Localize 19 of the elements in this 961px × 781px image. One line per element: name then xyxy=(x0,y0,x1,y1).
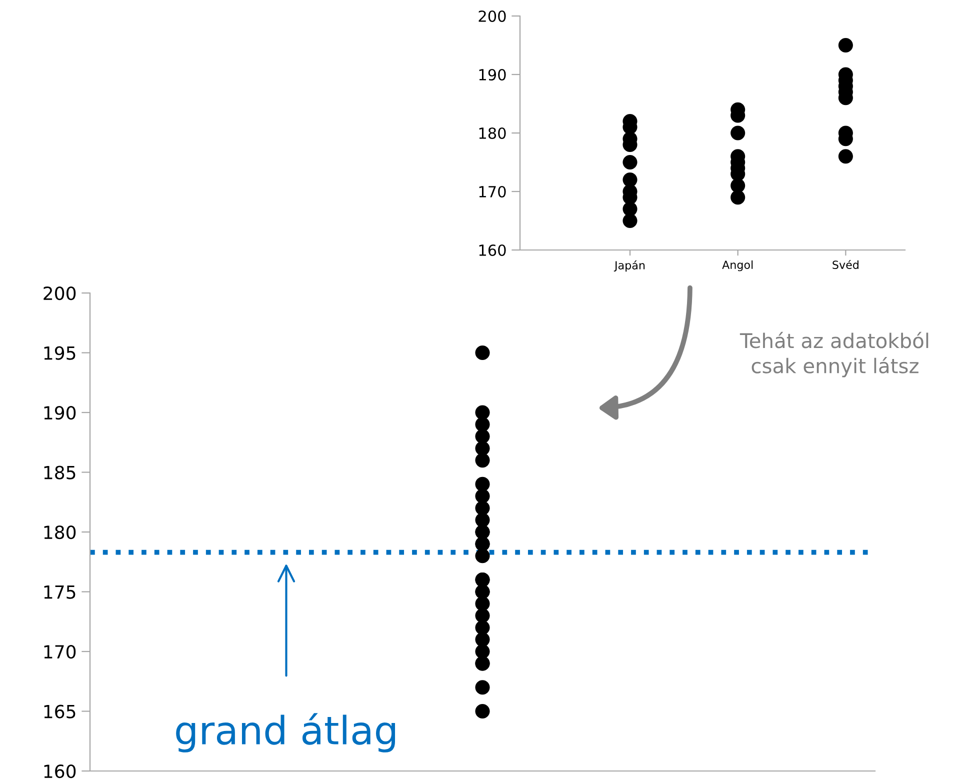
y-tick-label: 180 xyxy=(479,127,506,140)
y-tick-label: 180 xyxy=(44,525,76,540)
y-tick-label: 160 xyxy=(479,244,506,256)
x-tick-label: Angol xyxy=(722,260,753,272)
y-tick-label: 170 xyxy=(479,186,506,198)
y-tick-label: 195 xyxy=(44,346,76,360)
y-tick-label: 175 xyxy=(44,585,76,599)
y-tick-label: 160 xyxy=(44,764,76,778)
y-tick-label: 190 xyxy=(479,68,506,81)
y-tick-label: 185 xyxy=(44,466,76,480)
annotation: grand átlag xyxy=(176,713,396,752)
annotation: Tehát az adatokból csak ennyit látsz xyxy=(740,332,928,378)
x-tick-label: Japán xyxy=(614,260,645,272)
y-tick-label: 190 xyxy=(44,406,76,420)
y-tick-label: 200 xyxy=(478,10,506,22)
y-tick-label: 165 xyxy=(44,704,76,718)
y-tick-label: 200 xyxy=(44,286,76,300)
y-tick-label: 170 xyxy=(44,644,76,659)
x-tick-label: Svéd xyxy=(832,260,858,270)
